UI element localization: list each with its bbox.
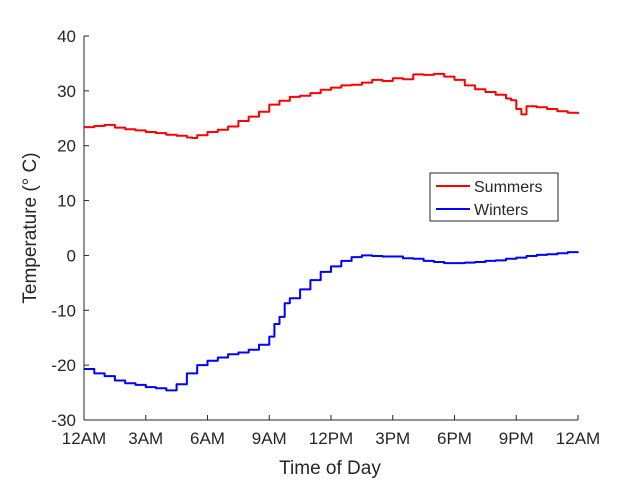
plot-area <box>84 72 579 392</box>
y-axis-label: Temperature (° C) <box>20 152 41 303</box>
legend-label-summers: Summers <box>474 179 542 196</box>
series-line-summers <box>84 72 579 139</box>
x-tick-label: 12AM <box>556 429 600 448</box>
ticks: 12AM 3AM 6AM 9AM 12PM 3PM 6PM 9PM 12AM-30-20-100… <box>51 27 600 448</box>
y-tick-label: -30 <box>51 411 76 430</box>
x-tick-label: 3PM <box>375 429 410 448</box>
x-tick-label: 3AM <box>128 429 163 448</box>
legend-box <box>429 172 559 222</box>
y-tick-label: -10 <box>51 301 76 320</box>
legend-label-winters: Winters <box>474 202 528 219</box>
y-tick-label: 20 <box>57 137 76 156</box>
y-tick-label: 10 <box>57 192 76 211</box>
y-tick-label: -20 <box>51 356 76 375</box>
x-tick-label: 9PM <box>499 429 534 448</box>
x-tick-label: 9AM <box>252 429 287 448</box>
x-tick-label: 12PM <box>309 429 353 448</box>
y-tick-label: 0 <box>67 246 76 265</box>
legend: Summers Winters <box>429 172 559 222</box>
series-line-winters <box>84 251 579 392</box>
y-tick-label: 30 <box>57 82 76 101</box>
x-tick-label: 6PM <box>437 429 472 448</box>
x-tick-label: 12AM <box>62 429 106 448</box>
x-axis-label: Time of Day <box>279 458 381 479</box>
x-tick-label: 6AM <box>190 429 225 448</box>
y-tick-label: 40 <box>57 27 76 46</box>
axes <box>83 36 578 421</box>
